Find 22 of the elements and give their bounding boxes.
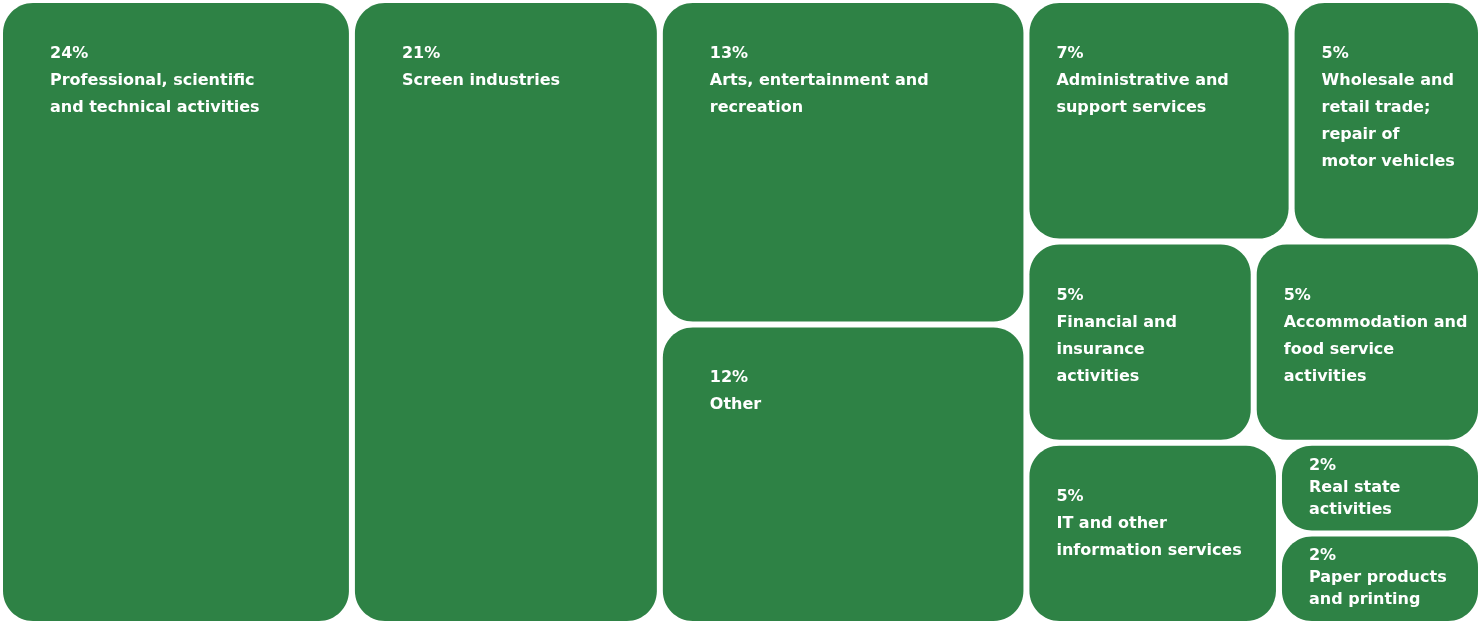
category-label: Other <box>709 394 762 414</box>
data-label: 2% <box>1308 454 1337 474</box>
category-label: Paper products and printing <box>1308 567 1447 609</box>
data-label: 2% <box>1308 545 1337 565</box>
data-label: 5% <box>1056 284 1084 304</box>
category-label: Real state activities <box>1308 476 1401 518</box>
data-label: 21% <box>401 43 441 62</box>
data-label: 5% <box>1321 43 1349 62</box>
category-label: Professional, scientific and technical activities <box>50 70 260 116</box>
data-label: 5% <box>1283 284 1311 304</box>
data-label: 12% <box>709 367 749 387</box>
category-label: Wholesale and retail trade; repair of motor vehicles <box>1321 70 1455 170</box>
data-label: 7% <box>1056 43 1084 62</box>
data-label: 24% <box>50 43 89 62</box>
data-label: 5% <box>1056 485 1084 505</box>
category-label: Screen industries <box>401 70 561 89</box>
category-label: IT and other information services <box>1056 512 1242 559</box>
category-label: Financial and insurance activities <box>1056 311 1177 385</box>
category-label: Arts, entertainment and recreation <box>709 70 929 116</box>
data-label: 13% <box>709 43 749 62</box>
category-label: Administrative and support services <box>1056 70 1229 116</box>
category-label: Accommodation and food service activities <box>1283 311 1468 385</box>
